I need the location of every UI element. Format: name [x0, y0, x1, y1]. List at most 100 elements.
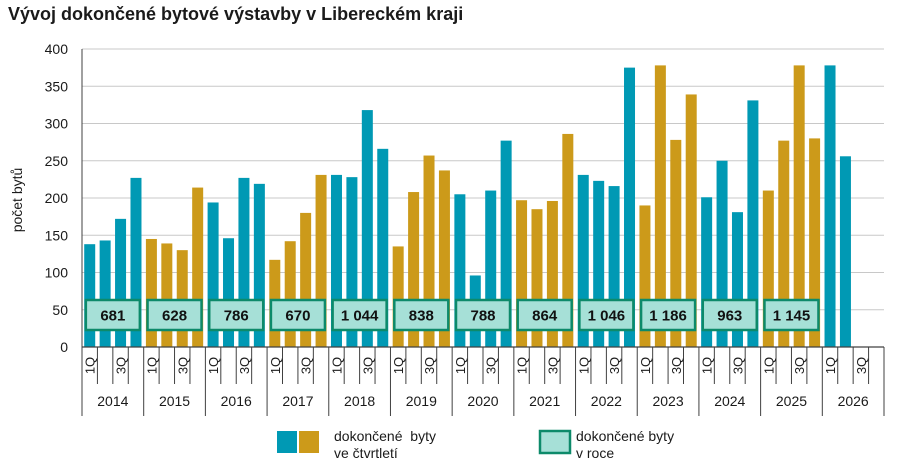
bar-2015-q2 [161, 243, 173, 347]
legend-swatch-gold [299, 431, 319, 453]
annual-box-2015 [146, 298, 203, 332]
legend-quarterly-label: dokončené byty ve čtvrtletí [334, 428, 436, 462]
quarter-tick-label: 1Q [576, 357, 591, 374]
legend-annual-line1: dokončené byty [576, 428, 675, 444]
quarter-tick-label: 3Q [175, 357, 190, 374]
quarter-tick-label: 3Q [237, 357, 252, 374]
bar-2024-q3 [731, 212, 743, 347]
y-tick-label: 0 [60, 339, 68, 355]
bar-2021-q2 [531, 209, 543, 347]
y-axis-label: počet bytů [9, 168, 25, 233]
year-label: 2016 [221, 393, 252, 409]
annual-box-2021 [516, 298, 573, 332]
annual-total-label: 864 [532, 308, 558, 325]
legend-swatch-box [538, 429, 572, 455]
annual-total-label: 1 046 [588, 308, 626, 325]
year-label: 2020 [467, 393, 498, 409]
bar-2022-q4 [624, 67, 636, 347]
quarter-tick-label: 1Q [638, 357, 653, 374]
legend-swatch-teal [277, 431, 297, 453]
y-tick-label: 100 [45, 265, 69, 281]
year-label: 2017 [282, 393, 313, 409]
annual-total-label: 963 [717, 308, 742, 325]
quarter-tick-label: 3Q [422, 357, 437, 374]
bar-2022-q3 [608, 186, 620, 347]
year-label: 2023 [652, 393, 683, 409]
quarter-tick-label: 1Q [453, 357, 468, 374]
bar-2023-q1 [639, 205, 651, 347]
year-label: 2021 [529, 393, 560, 409]
year-label: 2024 [714, 393, 745, 409]
bar-2022-q2 [593, 180, 605, 347]
year-label: 2019 [406, 393, 437, 409]
y-tick-label: 300 [45, 116, 69, 132]
y-tick-label: 400 [45, 41, 69, 57]
bar-2016-q4 [253, 183, 265, 347]
bar-2026-q2 [839, 156, 851, 347]
bar-2019-q3 [423, 155, 435, 347]
annual-box-2016 [207, 298, 265, 332]
bar-2025-q1 [762, 190, 774, 347]
quarter-tick-label: 1Q [268, 357, 283, 374]
axes: 0 50 100 150 200 250 300 350 400 1Q 3Q 2014 1Q 3Q 2015… [45, 41, 885, 416]
bar-2026-q1 [824, 65, 836, 347]
year-label: 2018 [344, 393, 375, 409]
legend [277, 429, 572, 455]
y-tick-label: 200 [45, 190, 69, 206]
annual-box-2023 [639, 298, 697, 332]
bar-2016-q2 [223, 238, 235, 347]
year-label: 2025 [776, 393, 807, 409]
quarter-tick-label: 3Q [484, 357, 499, 374]
annual-total-label: 681 [100, 308, 125, 325]
annual-totals: 681 628 786 670 1 044 838 788 864 1 046 1 186 963 1… [84, 298, 820, 332]
annual-total-label: 1 186 [649, 308, 687, 325]
annual-total-label: 670 [285, 308, 310, 325]
quarter-tick-label: 1Q [391, 357, 406, 374]
quarter-tick-label: 3Q [545, 357, 560, 374]
y-tick-label: 350 [45, 78, 69, 94]
bar-2019-q2 [408, 192, 420, 347]
bar-2014-q3 [115, 218, 127, 347]
annual-total-label: 1 044 [341, 308, 379, 325]
annual-total-label: 786 [224, 308, 249, 325]
year-label: 2026 [838, 393, 869, 409]
bar-2019-q4 [438, 170, 450, 347]
annual-box-2020 [454, 298, 512, 332]
quarter-tick-label: 1Q [823, 357, 838, 374]
quarter-tick-label: 1Q [206, 357, 221, 374]
bar-2018-q4 [377, 148, 389, 347]
y-tick-label: 150 [45, 227, 69, 243]
bar-2018-q3 [361, 110, 373, 347]
bar-2014-q4 [130, 177, 142, 347]
quarter-tick-label: 1Q [761, 357, 776, 374]
bar-2021-q4 [562, 133, 574, 347]
quarter-tick-label: 1Q [329, 357, 344, 374]
chart-title: Vývoj dokončené bytové výstavby v Libere… [8, 4, 464, 24]
bar-2023-q2 [654, 65, 666, 347]
quarter-tick-label: 3Q [114, 357, 129, 374]
annual-total-label: 838 [409, 308, 434, 325]
year-label: 2015 [159, 393, 190, 409]
bar-2018-q2 [346, 177, 358, 347]
quarter-tick-label: 3Q [730, 357, 745, 374]
bar-2020-q3 [485, 190, 497, 347]
legend-quarterly-line2: ve čtvrtletí [334, 445, 398, 461]
bar-2025-q2 [778, 140, 790, 347]
annual-box-2024 [701, 298, 759, 332]
bar-2017-q3 [300, 212, 312, 347]
annual-box-2014 [84, 298, 142, 332]
bar-2024-q4 [747, 100, 759, 347]
bar-2020-q4 [500, 140, 512, 347]
bar-2018-q1 [330, 174, 342, 347]
y-tick-label: 250 [45, 153, 69, 169]
year-label: 2022 [591, 393, 622, 409]
bar-2015-q4 [192, 187, 204, 347]
legend-quarterly-line1: dokončené byty [334, 428, 436, 444]
bar-2016-q3 [238, 177, 250, 347]
quarter-tick-label: 3Q [299, 357, 314, 374]
annual-total-label: 788 [470, 308, 495, 325]
annual-box-2017 [269, 298, 327, 332]
y-tick-label: 50 [52, 302, 68, 318]
bar-2017-q2 [284, 241, 296, 347]
